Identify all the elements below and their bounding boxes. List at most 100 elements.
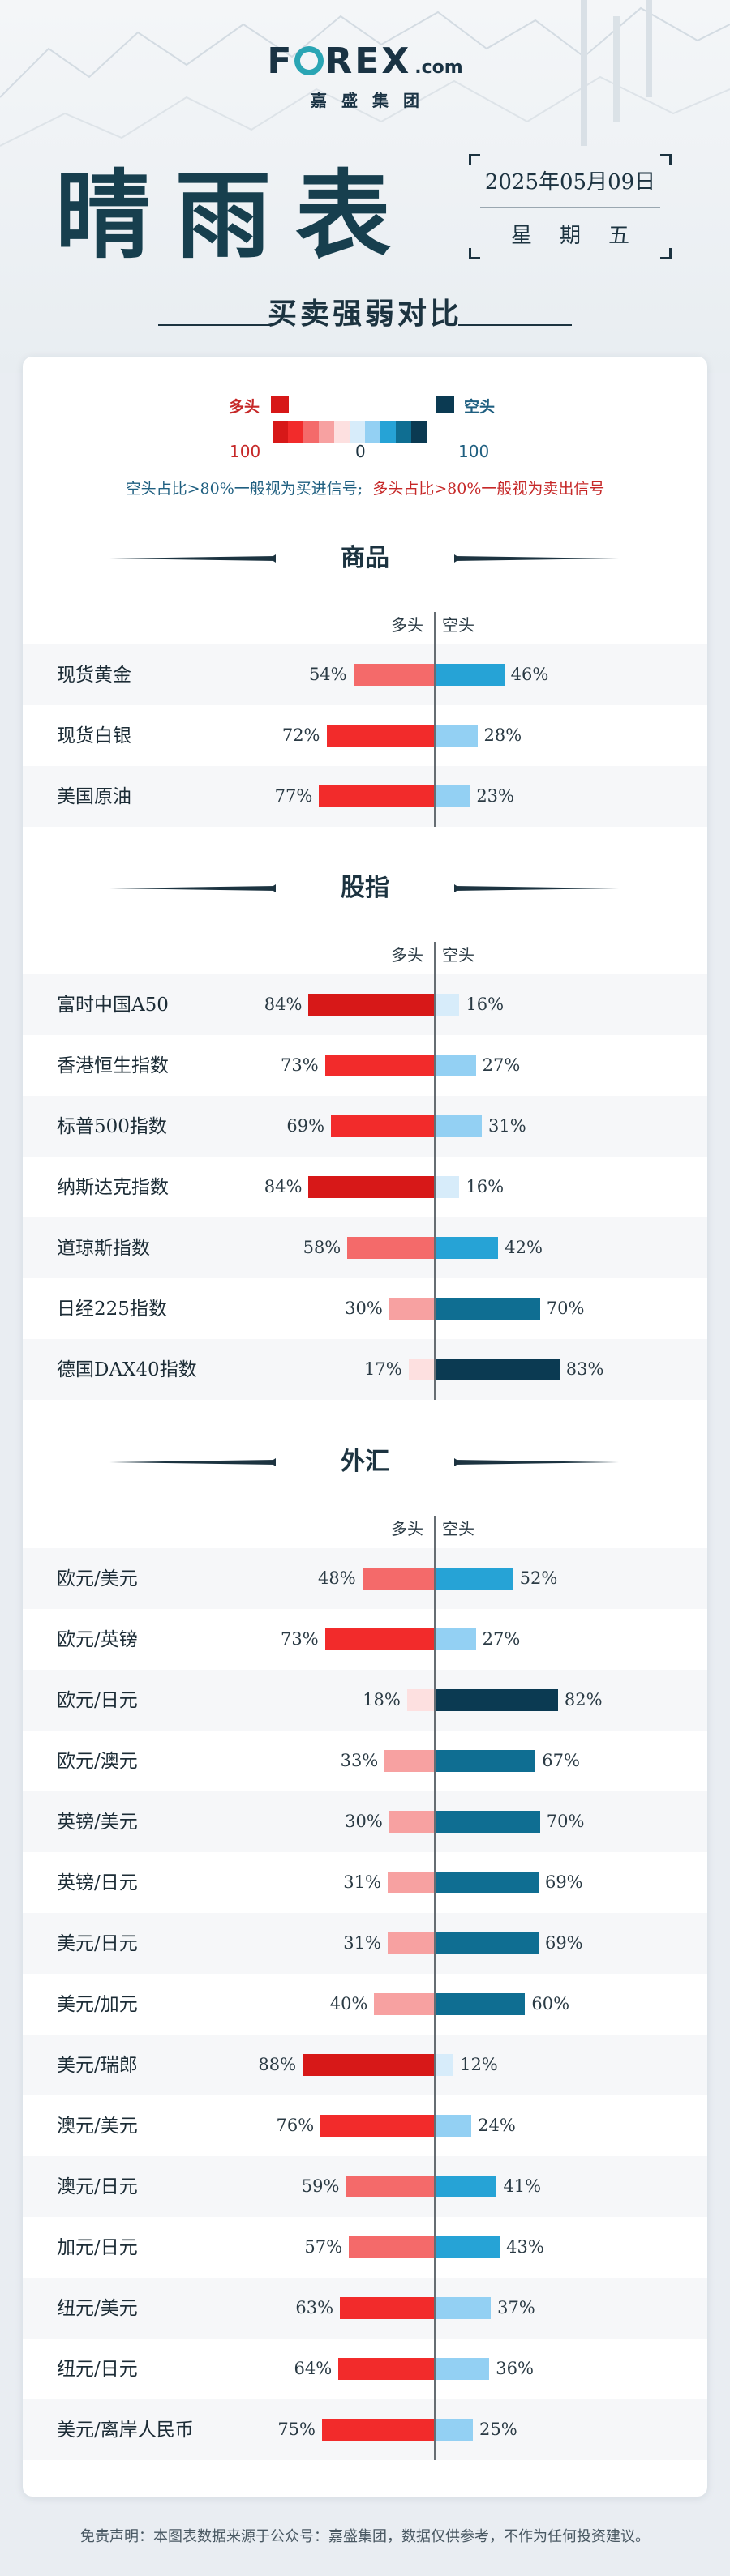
page-subtitle: 买卖强弱对比 bbox=[267, 297, 462, 331]
short-bar bbox=[436, 725, 478, 747]
short-percent: 69% bbox=[544, 1872, 583, 1892]
page-title: 晴雨表 bbox=[55, 159, 416, 272]
instrument-name: 英镑/日元 bbox=[57, 1872, 138, 1893]
long-bar bbox=[349, 2236, 434, 2258]
instrument-name: 纳斯达克指数 bbox=[57, 1176, 169, 1198]
short-percent: 28% bbox=[483, 725, 522, 745]
table-row: 香港恒生指数 73% 27% bbox=[23, 1035, 707, 1096]
short-percent: 70% bbox=[546, 1299, 585, 1318]
long-bar bbox=[362, 1568, 434, 1590]
long-percent: 63% bbox=[295, 2298, 334, 2317]
table-row: 加元/日元 57% 43% bbox=[23, 2217, 707, 2278]
column-head-short: 空头 bbox=[442, 615, 474, 635]
short-bar bbox=[436, 1932, 539, 1954]
short-percent: 24% bbox=[478, 2116, 516, 2135]
legend-short-swatch bbox=[436, 396, 454, 413]
short-percent: 82% bbox=[564, 1690, 603, 1709]
short-percent: 36% bbox=[496, 2359, 534, 2378]
short-bar bbox=[436, 2236, 500, 2258]
report-weekday: 星期五 bbox=[510, 224, 657, 248]
instrument-name: 德国DAX40指数 bbox=[57, 1359, 197, 1380]
long-percent: 88% bbox=[258, 2055, 297, 2074]
column-head-long: 多头 bbox=[391, 1519, 423, 1538]
table-row: 纽元/美元 63% 37% bbox=[23, 2278, 707, 2339]
long-bar bbox=[347, 1237, 434, 1259]
short-percent: 12% bbox=[460, 2055, 498, 2074]
header-background bbox=[0, 0, 730, 373]
instrument-name: 香港恒生指数 bbox=[57, 1055, 169, 1076]
table-row: 现货白银 72% 28% bbox=[23, 705, 707, 766]
section-title-rules bbox=[110, 1458, 620, 1466]
short-percent: 31% bbox=[488, 1116, 526, 1136]
long-percent: 17% bbox=[364, 1359, 402, 1379]
long-bar bbox=[308, 1176, 434, 1198]
long-bar bbox=[374, 1993, 434, 2015]
long-percent: 30% bbox=[345, 1299, 383, 1318]
section-title-rules bbox=[110, 554, 620, 563]
instrument-name: 澳元/日元 bbox=[57, 2176, 138, 2197]
short-percent: 16% bbox=[466, 995, 505, 1014]
long-bar bbox=[308, 994, 434, 1016]
table-row: 纳斯达克指数 84% 16% bbox=[23, 1157, 707, 1217]
long-bar bbox=[303, 2054, 434, 2076]
short-bar bbox=[436, 1750, 536, 1772]
instrument-name: 美元/日元 bbox=[57, 1932, 138, 1954]
legend-mid-number: 0 bbox=[355, 442, 366, 461]
long-bar bbox=[340, 2297, 434, 2319]
center-axis bbox=[434, 1516, 436, 2460]
long-bar bbox=[324, 1055, 434, 1076]
table-row: 标普500指数 69% 31% bbox=[23, 1096, 707, 1157]
long-bar bbox=[319, 785, 434, 807]
short-bar bbox=[436, 1237, 499, 1259]
content-card bbox=[23, 357, 707, 2497]
short-bar bbox=[436, 2176, 497, 2197]
instrument-name: 现货黄金 bbox=[57, 664, 131, 686]
long-percent: 31% bbox=[343, 1933, 381, 1953]
long-bar bbox=[338, 2358, 434, 2380]
long-percent: 59% bbox=[301, 2176, 340, 2196]
long-bar bbox=[389, 1811, 434, 1833]
section-title: 商品 bbox=[341, 544, 389, 572]
long-percent: 72% bbox=[281, 725, 320, 745]
short-percent: 25% bbox=[479, 2420, 517, 2439]
table-row: 日经225指数 30% 70% bbox=[23, 1278, 707, 1339]
forex-logo: F REX .com bbox=[267, 41, 463, 82]
long-bar bbox=[322, 2419, 434, 2441]
short-bar bbox=[436, 1689, 558, 1711]
short-bar bbox=[436, 1176, 460, 1198]
short-percent: 83% bbox=[565, 1359, 604, 1379]
table-row: 美元/离岸人民币 75% 25% bbox=[23, 2399, 707, 2460]
table-row: 美国原油 77% 23% bbox=[23, 766, 707, 827]
instrument-name: 欧元/澳元 bbox=[57, 1750, 138, 1772]
short-percent: 27% bbox=[482, 1055, 521, 1075]
table-row: 道琼斯指数 58% 42% bbox=[23, 1217, 707, 1278]
long-bar bbox=[353, 664, 434, 686]
instrument-name: 澳元/美元 bbox=[57, 2115, 138, 2137]
short-bar bbox=[436, 994, 460, 1016]
section-title: 外汇 bbox=[341, 1448, 389, 1476]
short-bar bbox=[436, 2297, 492, 2319]
long-percent: 31% bbox=[343, 1872, 381, 1892]
long-percent: 84% bbox=[264, 995, 303, 1014]
column-head-long: 多头 bbox=[391, 945, 423, 965]
long-bar bbox=[387, 1932, 434, 1954]
signal-short-text: 空头占比>80%一般视为买进信号; bbox=[125, 480, 363, 498]
column-head-long: 多头 bbox=[391, 615, 423, 635]
long-percent: 77% bbox=[274, 786, 313, 806]
instrument-name: 美国原油 bbox=[57, 785, 131, 807]
short-percent: 23% bbox=[476, 786, 514, 806]
long-bar bbox=[324, 1628, 434, 1650]
table-row: 美元/瑞郎 88% 12% bbox=[23, 2035, 707, 2095]
disclaimer: 免责声明：本图表数据来源于公众号：嘉盛集团，数据仅供参考，不作为任何投资建议。 bbox=[80, 2528, 650, 2545]
instrument-name: 美元/离岸人民币 bbox=[57, 2419, 194, 2441]
short-bar bbox=[436, 2358, 490, 2380]
short-bar bbox=[436, 1628, 476, 1650]
long-percent: 73% bbox=[280, 1055, 319, 1075]
short-percent: 41% bbox=[503, 2176, 542, 2196]
short-percent: 37% bbox=[497, 2298, 535, 2317]
instrument-name: 加元/日元 bbox=[57, 2236, 138, 2258]
long-percent: 75% bbox=[277, 2420, 316, 2439]
short-percent: 43% bbox=[506, 2237, 544, 2257]
legend-color-scale bbox=[273, 421, 427, 443]
short-bar bbox=[436, 1872, 539, 1893]
